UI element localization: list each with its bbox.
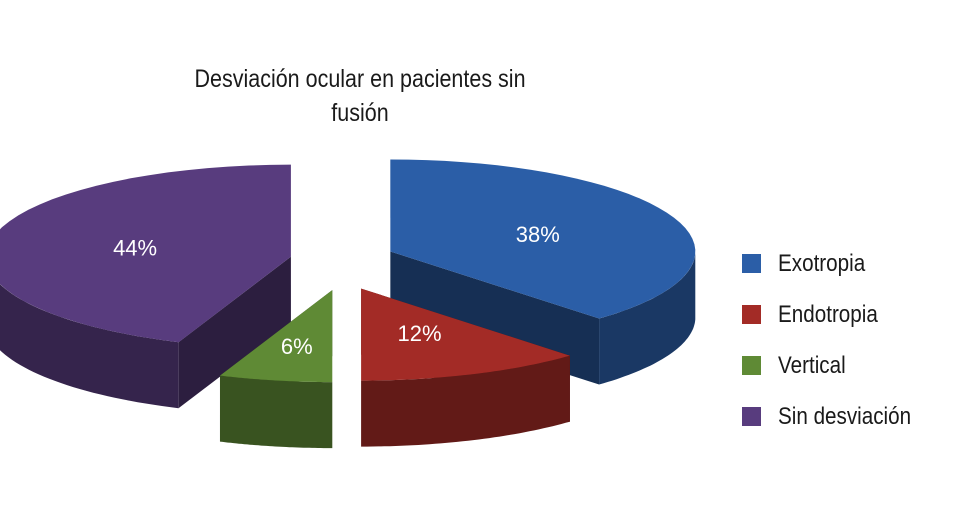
legend-swatch-vertical <box>742 356 761 375</box>
chart-title: Desviación ocular en pacientes sin fusió… <box>194 65 526 127</box>
legend-label-exotropia: Exotropia <box>778 249 866 277</box>
legend-swatch-endotropia <box>742 305 761 324</box>
legend: Exotropia Endotropia Vertical Sin desvia… <box>742 238 933 442</box>
pie-slice-sin-desviacion <box>0 164 291 409</box>
legend-label-endotropia: Endotropia <box>778 300 878 328</box>
legend-item-vertical: Vertical <box>742 340 933 391</box>
pie-slice-vertical <box>219 290 333 449</box>
data-label-sin-desviacion: 44% <box>113 236 157 261</box>
legend-label-vertical: Vertical <box>778 351 846 379</box>
pie-slice-endotropia <box>361 288 570 447</box>
data-label-exotropia: 38% <box>516 222 560 247</box>
data-label-vertical: 6% <box>281 334 313 359</box>
legend-label-sin-desviacion: Sin desviación <box>778 402 912 430</box>
legend-item-sin-desviacion: Sin desviación <box>742 391 933 442</box>
legend-swatch-exotropia <box>742 254 761 273</box>
legend-item-exotropia: Exotropia <box>742 238 933 289</box>
data-label-endotropia: 12% <box>397 321 441 346</box>
legend-item-endotropia: Endotropia <box>742 289 933 340</box>
legend-swatch-sin-desviacion <box>742 407 761 426</box>
